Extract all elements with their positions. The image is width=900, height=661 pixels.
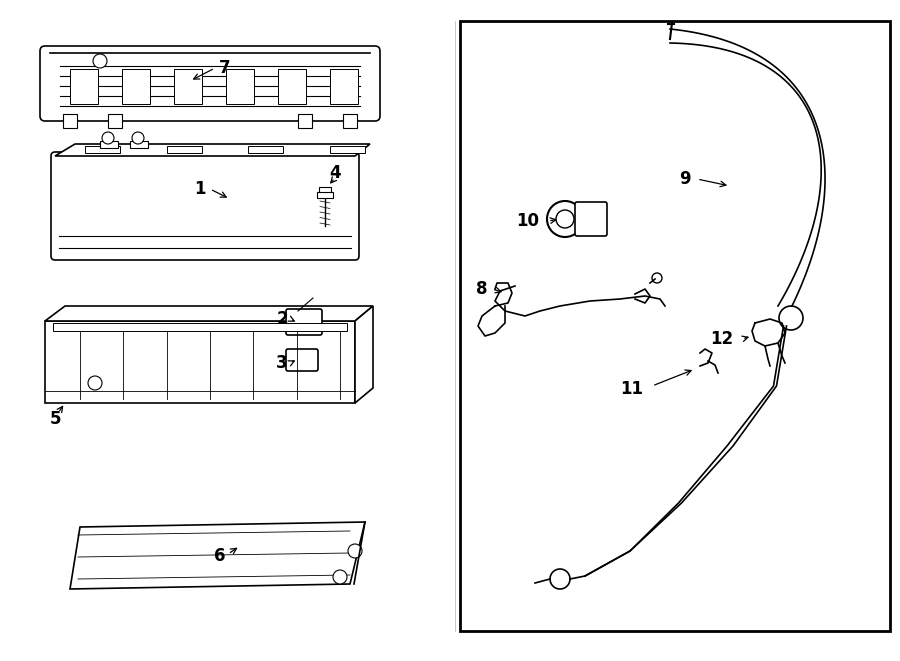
Text: 1: 1 [194, 180, 206, 198]
Circle shape [88, 376, 102, 390]
Polygon shape [355, 306, 373, 403]
FancyBboxPatch shape [40, 46, 380, 121]
Circle shape [348, 544, 362, 558]
Bar [330, 69, 358, 104]
Text: 11: 11 [620, 380, 643, 398]
Bar [319, 187, 331, 195]
Bar [166, 146, 202, 153]
Text: 5: 5 [50, 410, 61, 428]
FancyBboxPatch shape [286, 349, 318, 371]
Bar [53, 323, 347, 331]
Bar [226, 69, 254, 104]
Bar [63, 114, 77, 128]
Text: 2: 2 [276, 310, 288, 328]
Text: 9: 9 [680, 170, 691, 188]
Bar [298, 114, 312, 128]
Circle shape [132, 132, 144, 144]
Circle shape [333, 570, 347, 584]
FancyBboxPatch shape [575, 202, 607, 236]
Circle shape [93, 54, 107, 68]
Bar [248, 146, 284, 153]
Text: 10: 10 [517, 212, 539, 230]
Bar [174, 69, 202, 104]
Text: 8: 8 [476, 280, 488, 298]
Text: 7: 7 [220, 59, 230, 77]
Text: 12: 12 [710, 330, 734, 348]
Bar [130, 141, 148, 148]
FancyBboxPatch shape [51, 152, 359, 260]
Polygon shape [45, 306, 373, 321]
Circle shape [102, 132, 114, 144]
Bar [330, 146, 365, 153]
Polygon shape [70, 522, 365, 589]
Bar [343, 114, 357, 128]
FancyBboxPatch shape [286, 309, 322, 335]
Bar [100, 141, 118, 148]
Bar [317, 192, 333, 198]
Bar [122, 69, 150, 104]
Bar [108, 114, 122, 128]
Text: 6: 6 [214, 547, 226, 565]
Text: 4: 4 [329, 164, 341, 182]
Bar [460, 21, 890, 631]
Bar [85, 146, 120, 153]
Polygon shape [55, 144, 370, 156]
Polygon shape [45, 321, 355, 403]
Text: 3: 3 [276, 354, 288, 372]
Bar [70, 69, 98, 104]
Bar [278, 69, 306, 104]
